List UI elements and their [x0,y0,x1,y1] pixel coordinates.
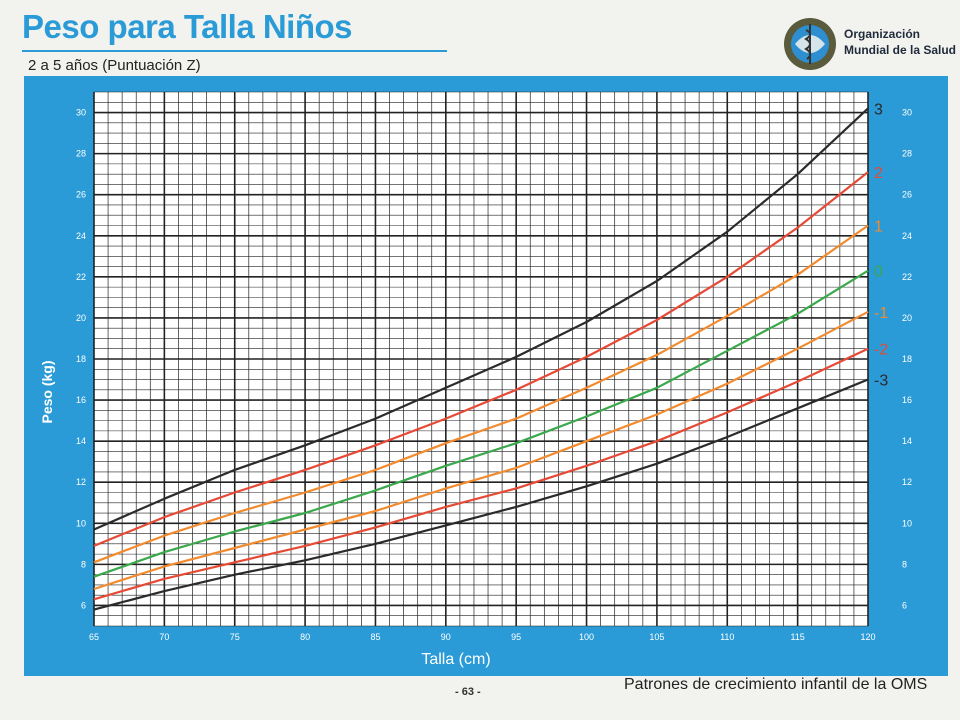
x-tick-label: 95 [511,632,521,642]
y-tick-labels-right: 6 8 10 12 14 16 18 20 22 24 26 28 30 [902,108,912,611]
page-number: - 63 - [455,686,481,698]
y-tick-label-right: 28 [902,149,912,159]
series-label-2: 2 [874,165,883,182]
y-tick-label-left: 10 [76,518,86,528]
organization-name-line1: Organización [844,27,921,41]
series-line-2 [93,171,869,547]
y-tick-label-left: 24 [76,231,86,241]
y-axis-label: Peso (kg) [39,360,55,423]
x-tick-label: 100 [579,632,594,642]
who-emblem-icon [784,18,836,70]
y-tick-label-left: 26 [76,190,86,200]
y-tick-label-right: 24 [902,231,912,241]
x-tick-label: 105 [649,632,664,642]
series-label--2: -2 [874,342,888,359]
x-tick-labels: 65 70 75 80 85 90 95 100 105 110 115 120 [89,632,876,642]
y-tick-label-left: 8 [81,559,86,569]
title-rule [22,50,447,52]
y-tick-label-left: 14 [76,436,86,446]
organization-logo: Organización Mundial de la Salud [782,16,957,76]
chart-container: 65 70 75 80 85 90 95 100 105 110 115 120 6 8 10 12 14 16… [24,76,948,676]
x-tick-label: 85 [370,632,380,642]
y-tick-label-right: 10 [902,518,912,528]
grid-major [93,92,869,626]
x-tick-label: 65 [89,632,99,642]
series-labels: 3 2 1 0 -1 -2 -3 [874,101,888,389]
x-tick-label: 70 [159,632,169,642]
x-tick-label: 90 [441,632,451,642]
series-line--1 [93,310,869,591]
y-tick-label-left: 16 [76,395,86,405]
y-tick-label-left: 30 [76,108,86,118]
x-tick-label: 120 [860,632,875,642]
y-tick-label-right: 26 [902,190,912,200]
page-title: Peso para Talla Niños [22,8,353,45]
y-tick-label-left: 6 [81,600,86,610]
x-axis-label: Talla (cm) [421,651,490,668]
series-label--1: -1 [874,305,888,322]
weight-for-height-chart: 65 70 75 80 85 90 95 100 105 110 115 120 6810121416… [24,76,948,676]
series-line--2 [93,347,869,601]
y-tick-label-right: 12 [902,477,912,487]
y-tick-label-left: 20 [76,313,86,323]
source-caption: Patrones de crecimiento infantil de la O… [624,676,928,693]
series-line-0 [93,269,869,578]
series-label-3: 3 [874,101,883,118]
series-group [93,107,869,611]
y-tick-label-right: 6 [902,600,907,610]
y-tick-label-right: 30 [902,108,912,118]
y-tick-label-right: 14 [902,436,912,446]
chart-subtitle: 2 a 5 años (Puntuación Z) [28,57,201,74]
y-tick-label-left: 28 [76,149,86,159]
y-tick-label-right: 20 [902,313,912,323]
organization-name-line2: Mundial de la Salud [844,43,957,57]
series-label-0: 0 [874,264,883,281]
x-tick-label: 115 [790,632,804,642]
series-label--3: -3 [874,373,888,390]
y-tick-label-left: 22 [76,272,86,282]
x-tick-label: 75 [230,632,240,642]
series-line--3 [93,378,869,611]
y-tick-label-right: 8 [902,559,907,569]
y-tick-label-left: 12 [76,477,86,487]
y-tick-label-right: 18 [902,354,912,364]
y-tick-label-right: 16 [902,395,912,405]
x-tick-label: 80 [300,632,310,642]
series-line-3 [93,107,869,531]
series-line-1 [93,224,869,564]
series-label-1: 1 [874,219,883,236]
y-tick-label-left: 18 [76,354,86,364]
organization-name: Organización Mundial de la Salud [844,26,956,58]
y-tick-label-right: 22 [902,272,912,282]
x-tick-label: 110 [720,632,734,642]
y-tick-labels-left: 6 8 10 12 14 16 18 20 22 24 26 28 30 [76,108,86,611]
